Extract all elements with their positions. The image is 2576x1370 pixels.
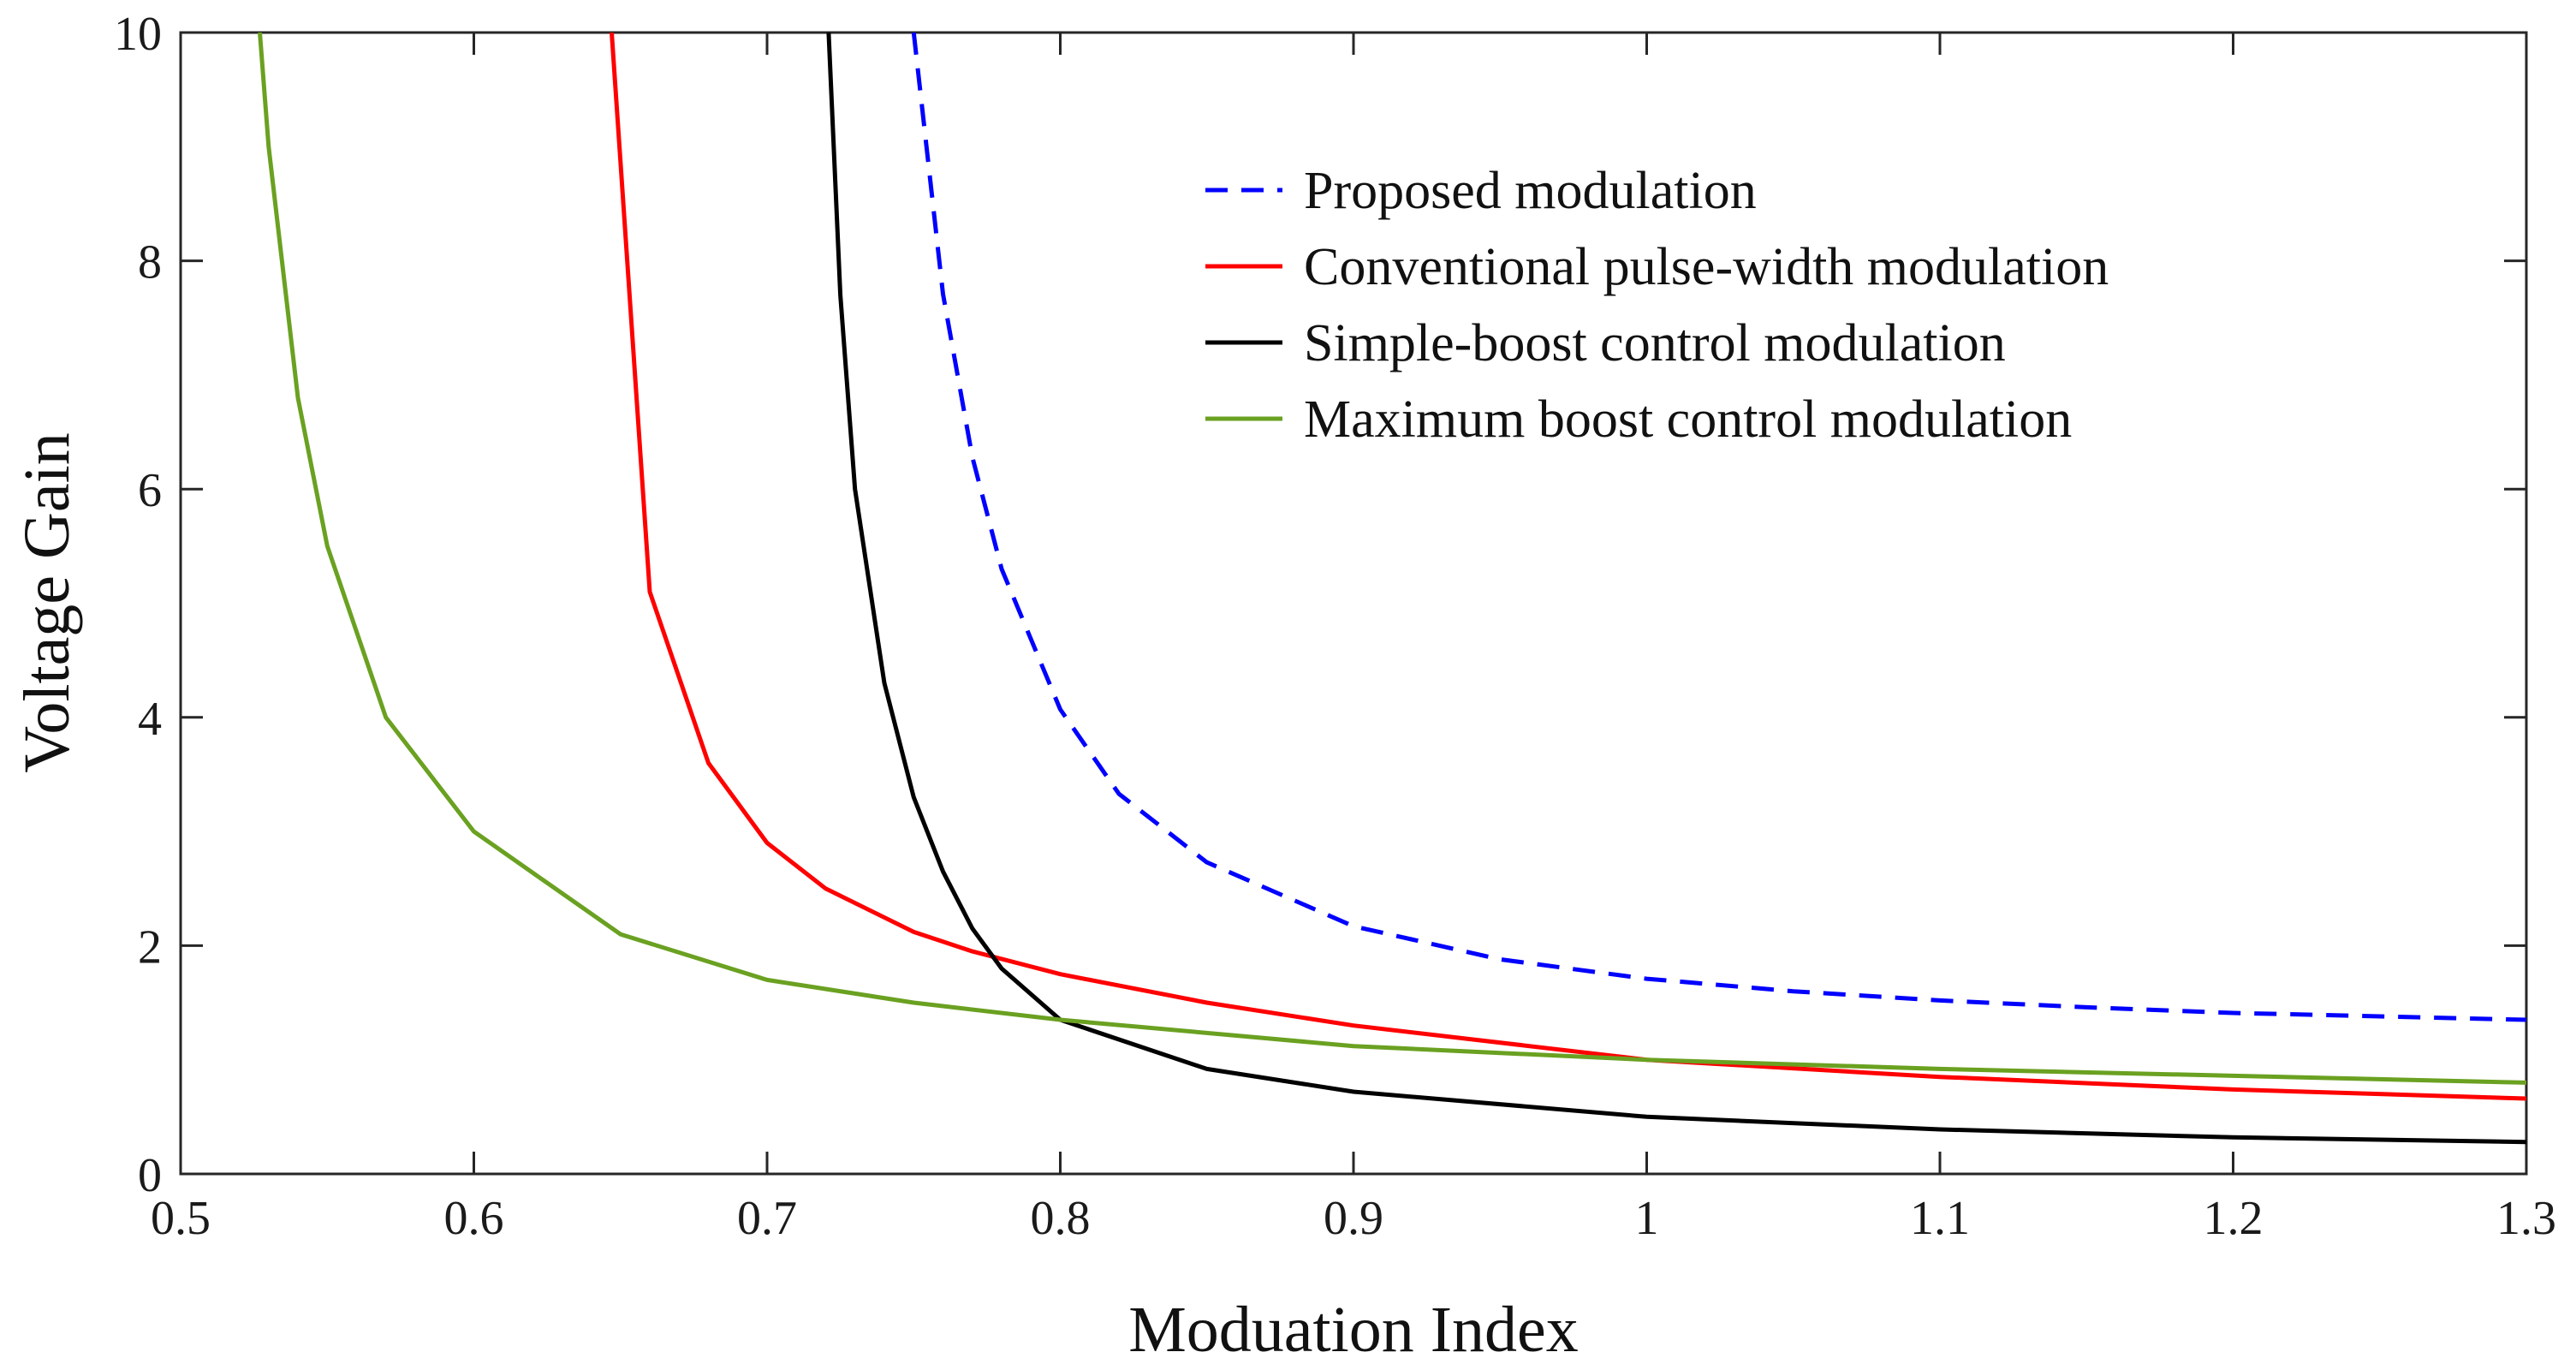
y-tick-label: 2 [138, 920, 162, 974]
series-line-2 [610, 33, 2526, 1101]
x-tick-label: 1.3 [2496, 1192, 2556, 1245]
x-tick-label: 0.8 [1031, 1192, 1091, 1245]
series-line-1 [911, 33, 2526, 1022]
x-tick-label: 0.9 [1324, 1192, 1383, 1245]
x-tick-labels: 0.5 0.6 0.7 0.8 0.9 1 1.1 1.2 1.3 [151, 1192, 2556, 1245]
series-line-4 [258, 33, 2526, 1085]
legend: Proposed modulation Conventional pulse-wi… [1205, 162, 2109, 449]
x-tick-label: 1 [1635, 1192, 1659, 1245]
x-axis-title: Moduation Index [1128, 1294, 1579, 1366]
y-tick-label: 0 [138, 1149, 162, 1202]
x-tick-label: 1.1 [1910, 1192, 1970, 1245]
y-tick-label: 8 [138, 236, 162, 289]
y-tick-labels: 0 2 4 6 8 10 [114, 8, 162, 1202]
legend-label-4: Maximum boost control modulation [1304, 390, 2072, 449]
series-line-3 [826, 33, 2526, 1145]
y-axis-title: Voltage Gain [11, 432, 83, 773]
series-lines [258, 33, 2526, 1145]
axis-ticks [179, 31, 2528, 1176]
y-tick-label: 4 [138, 693, 162, 746]
legend-label-3: Simple-boost control modulation [1304, 314, 2006, 372]
legend-label-2: Conventional pulse-width modulation [1304, 238, 2109, 296]
x-tick-label: 0.7 [737, 1192, 797, 1245]
x-tick-label: 0.6 [444, 1192, 504, 1245]
x-tick-label: 1.2 [2204, 1192, 2264, 1245]
legend-label-1: Proposed modulation [1304, 162, 1757, 220]
y-tick-label: 10 [114, 8, 162, 61]
y-tick-label: 6 [138, 464, 162, 517]
x-tick-label: 0.5 [151, 1192, 211, 1245]
